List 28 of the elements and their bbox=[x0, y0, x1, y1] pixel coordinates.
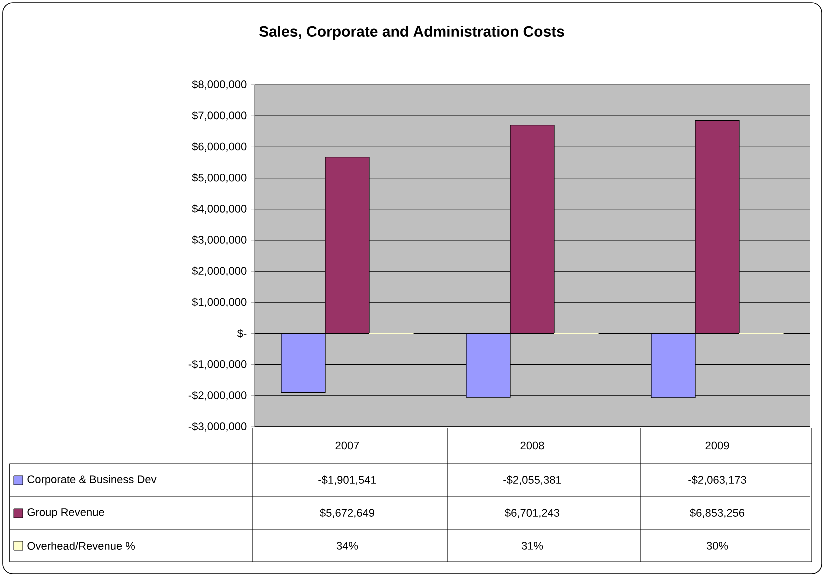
x-tick-label: 2009 bbox=[706, 442, 730, 450]
data-label: -$1,901,541 bbox=[318, 476, 376, 486]
y-tick-label: $1,000,000 bbox=[192, 298, 247, 308]
y-tick-label: $6,000,000 bbox=[192, 142, 247, 152]
data-label: 31% bbox=[522, 542, 544, 550]
y-tick-label: $8,000,000 bbox=[192, 80, 247, 90]
data-label: -$2,055,381 bbox=[504, 476, 562, 486]
y-tick-label: -$1,000,000 bbox=[188, 360, 247, 370]
legend-label: Group Revenue bbox=[28, 508, 104, 518]
data-label: 34% bbox=[336, 542, 358, 550]
chart-title: Sales, Corporate and Administration Costs bbox=[259, 26, 564, 40]
data-label: 30% bbox=[706, 542, 728, 550]
y-tick-label: $3,000,000 bbox=[192, 236, 247, 246]
y-tick-label: $7,000,000 bbox=[192, 111, 247, 121]
data-label: -$2,063,173 bbox=[688, 476, 746, 486]
x-tick-label: 2007 bbox=[336, 442, 360, 450]
legend-label: Overhead/Revenue % bbox=[28, 542, 136, 550]
legend-label: Corporate & Business Dev bbox=[28, 475, 157, 486]
data-label: $5,672,649 bbox=[320, 508, 374, 518]
y-tick-label: $4,000,000 bbox=[192, 204, 247, 214]
y-tick-label: $5,000,000 bbox=[192, 173, 247, 184]
x-tick-label: 2008 bbox=[520, 442, 544, 450]
data-label: $6,853,256 bbox=[690, 508, 745, 518]
y-tick-label: $2,000,000 bbox=[192, 266, 247, 276]
y-tick-label: $- bbox=[237, 329, 247, 338]
y-tick-label: -$3,000,000 bbox=[188, 422, 247, 432]
data-label: $6,701,243 bbox=[505, 508, 560, 518]
y-tick-label: -$2,000,000 bbox=[188, 391, 247, 401]
